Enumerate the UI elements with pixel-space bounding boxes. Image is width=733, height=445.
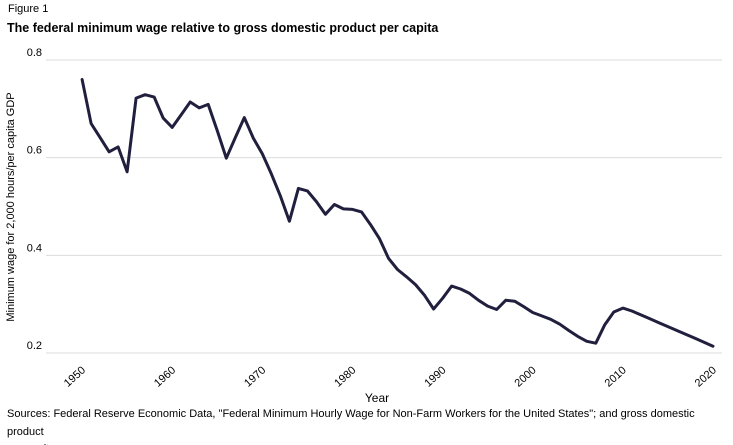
source-note: Sources: Federal Reserve Economic Data, …	[7, 406, 733, 445]
x-tick-label: 1980	[332, 364, 358, 389]
y-tick-label: 0.2	[27, 340, 42, 352]
x-tick-label: 2020	[693, 364, 719, 389]
source-note-line1: Sources: Federal Reserve Economic Data, …	[7, 408, 695, 438]
y-tick-label: 0.8	[27, 47, 42, 59]
source-note-line2: per capita.	[7, 441, 733, 445]
y-tick-label: 0.4	[27, 242, 42, 254]
x-tick-label: 1970	[242, 364, 268, 389]
y-axis-title: Minimum wage for 2,000 hours/per capita …	[5, 92, 17, 321]
x-tick-label: 1990	[422, 364, 448, 389]
x-tick-label: 2010	[603, 364, 629, 389]
chart-title: The federal minimum wage relative to gro…	[7, 21, 439, 35]
figure-label: Figure 1	[8, 3, 49, 15]
x-tick-label: 1960	[152, 364, 178, 389]
x-tick-label: 2000	[513, 364, 539, 389]
x-tick-label: 1950	[62, 364, 88, 389]
x-axis-title: Year	[365, 391, 389, 405]
y-tick-label: 0.6	[27, 145, 42, 157]
data-line	[80, 78, 715, 348]
